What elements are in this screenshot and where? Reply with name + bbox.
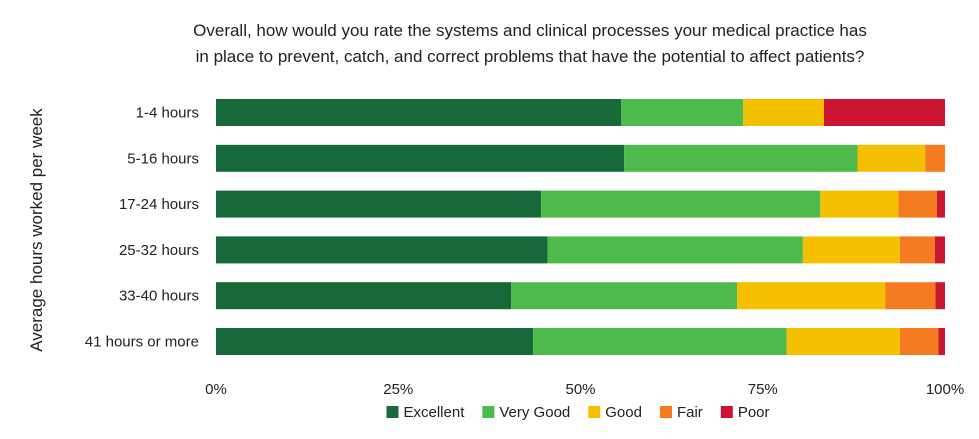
legend-swatch-good xyxy=(588,406,601,418)
bar-segment-poor-2 xyxy=(936,190,945,218)
x-tick-label: 0% xyxy=(205,381,227,398)
x-tick-label: 50% xyxy=(565,381,595,398)
legend-swatch-very-good xyxy=(482,406,495,418)
bar-segment-excellent-3 xyxy=(216,236,548,264)
legend-label-good: Good xyxy=(605,404,642,421)
bar-segment-good-3 xyxy=(802,236,900,264)
legend-label-very-good: Very Good xyxy=(499,404,570,421)
bar-segment-poor-0 xyxy=(823,99,945,126)
bar-segment-fair-3 xyxy=(899,236,935,264)
bar-segment-poor-5 xyxy=(938,328,945,355)
y-axis-label: Average hours worked per week xyxy=(27,108,46,352)
bar-segment-very-good-1 xyxy=(624,144,858,172)
x-tick-label: 25% xyxy=(383,381,413,398)
bar-segment-fair-2 xyxy=(898,190,937,218)
legend-label-excellent: Excellent xyxy=(404,404,466,421)
title-line-1: Overall, how would you rate the systems … xyxy=(193,21,867,40)
legend-swatch-excellent xyxy=(386,406,399,418)
category-label: 1-4 hours xyxy=(136,105,199,122)
bar-segment-fair-5 xyxy=(899,328,939,355)
legend-swatch-poor xyxy=(720,406,733,418)
bar-segment-good-4 xyxy=(737,282,886,310)
legend: Excellent Very Good Good Fair Poor xyxy=(386,404,770,421)
bar-segment-good-1 xyxy=(857,144,926,172)
bar-segment-very-good-5 xyxy=(533,328,787,355)
x-tick-label: 100% xyxy=(926,381,964,398)
bar-segment-poor-4 xyxy=(935,282,945,310)
title-line-2: in place to prevent, catch, and correct … xyxy=(196,47,865,66)
category-label: 5-16 hours xyxy=(127,150,199,167)
chart-title: Overall, how would you rate the systems … xyxy=(193,21,867,66)
x-tick-labels: 0% 25% 50% 75% 100% xyxy=(205,381,964,398)
category-label: 41 hours or more xyxy=(85,334,199,351)
bar-segment-very-good-3 xyxy=(547,236,803,264)
bar-segment-good-2 xyxy=(820,190,899,218)
bar-segment-very-good-4 xyxy=(511,282,738,310)
bar-segment-poor-3 xyxy=(934,236,945,264)
legend-label-poor: Poor xyxy=(738,404,770,421)
category-label: 33-40 hours xyxy=(119,288,199,305)
bar-segment-fair-1 xyxy=(925,144,945,172)
bar-segment-excellent-5 xyxy=(216,328,534,355)
legend-label-fair: Fair xyxy=(677,404,703,421)
bars-group xyxy=(216,99,945,355)
bar-segment-excellent-1 xyxy=(216,144,625,172)
category-label: 17-24 hours xyxy=(119,196,199,213)
bar-segment-excellent-0 xyxy=(216,99,622,126)
bar-segment-fair-4 xyxy=(885,282,936,310)
bar-segment-excellent-4 xyxy=(216,282,512,310)
bar-segment-very-good-0 xyxy=(621,99,744,126)
bar-segment-excellent-2 xyxy=(216,190,542,218)
category-label: 25-32 hours xyxy=(119,242,199,259)
category-labels: 1-4 hours 5-16 hours 17-24 hours 25-32 hour… xyxy=(85,105,199,351)
x-tick-label: 75% xyxy=(748,381,778,398)
bar-segment-good-5 xyxy=(786,328,900,355)
bar-segment-very-good-2 xyxy=(541,190,821,218)
legend-swatch-fair xyxy=(659,406,672,418)
bar-segment-good-0 xyxy=(743,99,824,126)
